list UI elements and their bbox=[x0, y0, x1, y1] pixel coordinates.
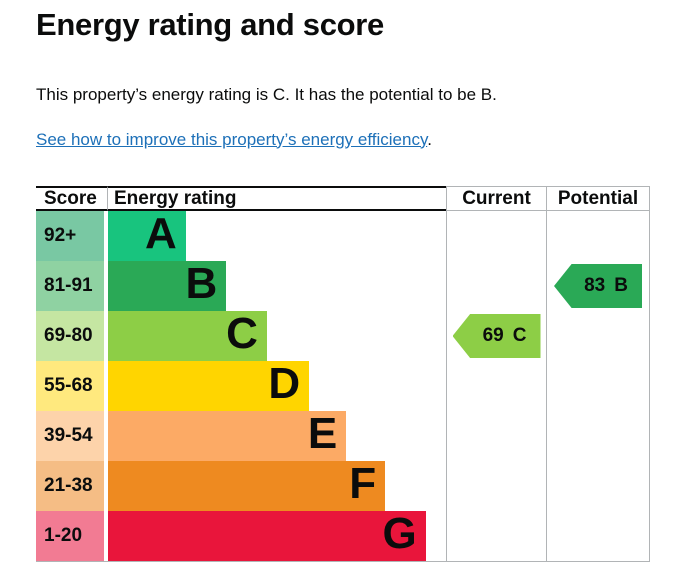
potential-cell-c bbox=[546, 310, 650, 361]
rating-cell-e: E bbox=[108, 408, 446, 461]
rating-cell-b: B bbox=[108, 258, 446, 311]
page-title: Energy rating and score bbox=[36, 7, 384, 42]
current-cell-f bbox=[446, 460, 546, 511]
score-range-e: 39-54 bbox=[36, 410, 108, 461]
col-header-current: Current bbox=[446, 185, 546, 211]
current-letter: C bbox=[512, 324, 527, 346]
band-letter-f: F bbox=[349, 458, 377, 508]
col-header-potential: Potential bbox=[546, 185, 650, 211]
chart-header-row: Score Energy rating Current Potential bbox=[36, 185, 650, 211]
rating-cell-g: G bbox=[108, 508, 446, 561]
potential-cell-d bbox=[546, 360, 650, 411]
score-range-g: 1-20 bbox=[36, 510, 108, 561]
rating-cell-c: C bbox=[108, 308, 446, 361]
band-bar-c: C bbox=[108, 308, 267, 361]
current-cell-g bbox=[446, 510, 546, 561]
band-letter-g: G bbox=[382, 508, 417, 558]
link-suffix: . bbox=[427, 129, 432, 149]
band-letter-b: B bbox=[185, 258, 218, 308]
current-cell-b bbox=[446, 260, 546, 311]
score-range-f: 21-38 bbox=[36, 460, 108, 511]
improve-efficiency-link[interactable]: See how to improve this property’s energ… bbox=[36, 129, 428, 149]
band-bar-f: F bbox=[108, 458, 386, 511]
band-row-e: 39-54 E bbox=[36, 408, 650, 461]
band-bar-e: E bbox=[108, 408, 347, 461]
potential-rating-arrow: 83 B bbox=[554, 263, 642, 308]
score-range-c: 69-80 bbox=[36, 310, 108, 361]
potential-cell-g bbox=[546, 510, 650, 561]
band-bar-b: B bbox=[108, 258, 227, 311]
current-score: 69 bbox=[482, 324, 504, 346]
energy-rating-page: Energy rating and score This property’s … bbox=[36, 7, 650, 562]
score-range-a: 92+ bbox=[36, 210, 108, 261]
energy-rating-chart: Score Energy rating Current Potential 92… bbox=[36, 185, 650, 562]
band-letter-d: D bbox=[268, 358, 301, 408]
band-bar-d: D bbox=[108, 358, 310, 411]
current-cell-a bbox=[446, 210, 546, 261]
band-row-b: 81-91 B 83 B bbox=[36, 258, 650, 311]
current-cell-c: 69 C bbox=[446, 310, 546, 361]
score-range-d: 55-68 bbox=[36, 360, 108, 411]
current-cell-e bbox=[446, 410, 546, 461]
rating-cell-a: A bbox=[108, 208, 446, 261]
potential-cell-e bbox=[546, 410, 650, 461]
band-row-f: 21-38 F bbox=[36, 458, 650, 511]
band-letter-c: C bbox=[226, 308, 258, 358]
potential-cell-b: 83 B bbox=[546, 260, 650, 311]
band-letter-a: A bbox=[144, 208, 177, 258]
band-row-c: 69-80 C 69 C bbox=[36, 308, 650, 361]
band-bar-g: G bbox=[108, 508, 426, 561]
band-row-a: 92+ A bbox=[36, 208, 650, 261]
potential-cell-a bbox=[546, 210, 650, 261]
band-bar-a: A bbox=[108, 208, 186, 261]
band-row-g: 1-20 G bbox=[36, 508, 650, 561]
current-cell-d bbox=[446, 360, 546, 411]
col-header-energy-rating: Energy rating bbox=[108, 185, 446, 211]
potential-cell-f bbox=[546, 460, 650, 511]
band-letter-e: E bbox=[307, 408, 338, 458]
current-rating-arrow: 69 C bbox=[452, 313, 541, 358]
band-row-d: 55-68 D bbox=[36, 358, 650, 411]
rating-cell-d: D bbox=[108, 358, 446, 411]
potential-letter: B bbox=[614, 274, 628, 296]
potential-score: 83 bbox=[584, 274, 606, 296]
summary-text: This property’s energy rating is C. It h… bbox=[36, 85, 497, 105]
rating-cell-f: F bbox=[108, 458, 446, 511]
improve-efficiency-line: See how to improve this property’s energ… bbox=[36, 130, 650, 150]
score-range-b: 81-91 bbox=[36, 260, 108, 311]
col-header-score: Score bbox=[36, 185, 108, 211]
